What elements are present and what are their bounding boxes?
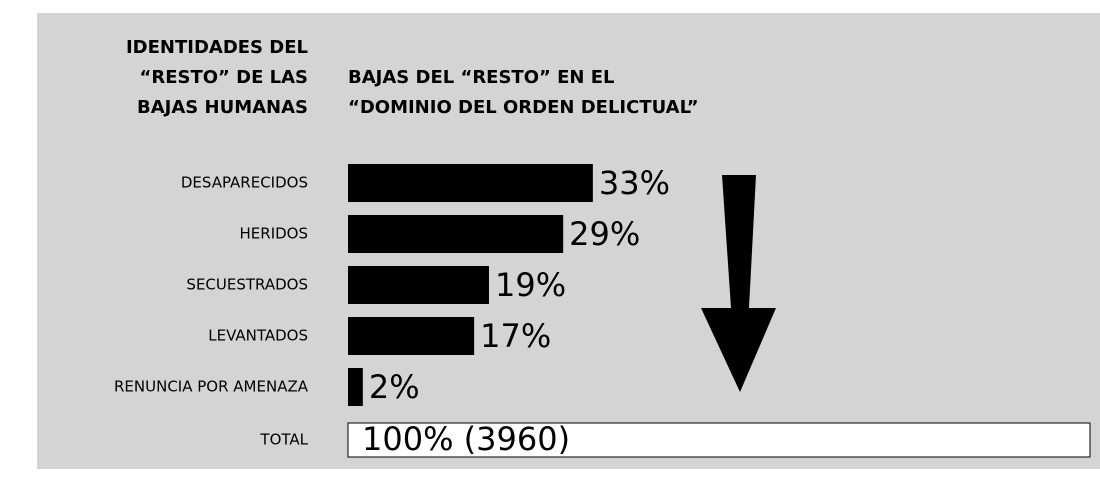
value-label: 19%: [495, 266, 566, 304]
bar: [348, 164, 593, 202]
category-label: RENUNCIA POR AMENAZA: [114, 378, 309, 396]
value-label: 33%: [599, 164, 670, 202]
value-label: 17%: [480, 317, 551, 355]
category-label: SECUESTRADOS: [186, 276, 308, 294]
subtitle-line: “DOMINIO DEL ORDEN DELICTUAL”: [348, 97, 699, 118]
total-value-label: 100% (3960): [362, 420, 570, 458]
total-bar: [347, 422, 1091, 458]
bar: [348, 368, 363, 406]
title-line: “RESTO” DE LAS: [140, 67, 309, 88]
subtitle-line: BAJAS DEL “RESTO” EN EL: [348, 67, 615, 88]
category-label: DESAPARECIDOS: [181, 174, 308, 192]
category-label: TOTAL: [259, 431, 308, 449]
category-label: LEVANTADOS: [208, 327, 308, 345]
value-label: 29%: [569, 215, 640, 253]
category-label: HERIDOS: [240, 225, 308, 243]
bar: [348, 317, 475, 355]
arrow: [701, 175, 776, 392]
value-label: 2%: [369, 368, 420, 406]
panel: [37, 13, 1100, 469]
title-line: BAJAS HUMANAS: [137, 97, 308, 118]
title-line: IDENTIDADES DEL: [126, 37, 308, 58]
bar: [348, 266, 489, 304]
bar: [348, 215, 564, 253]
